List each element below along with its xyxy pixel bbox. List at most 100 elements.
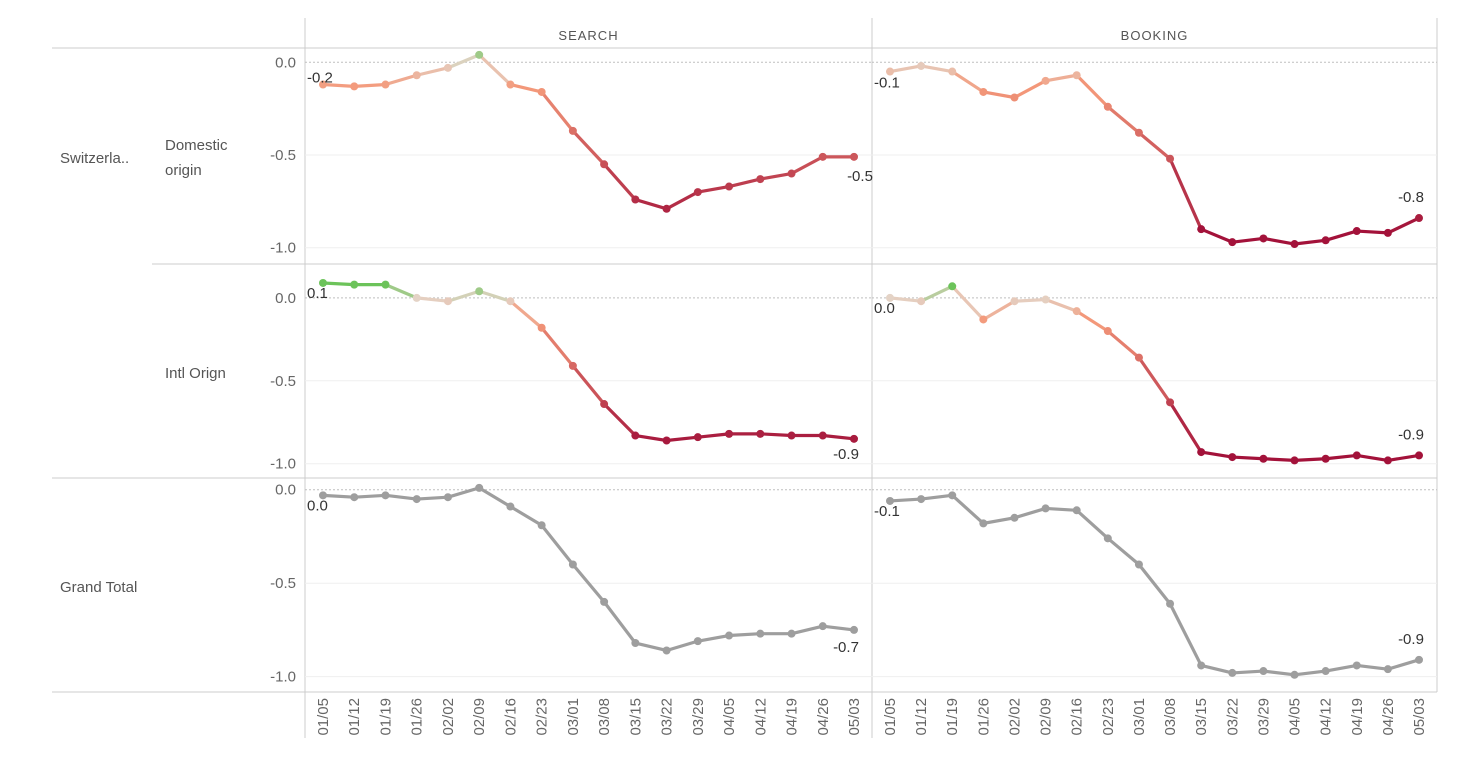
series-line-segment xyxy=(508,299,544,330)
data-point xyxy=(1197,225,1206,234)
series-line-segment xyxy=(789,624,825,636)
series-line-segment xyxy=(571,562,606,604)
x-tick-label: 04/12 xyxy=(752,698,769,736)
series-line-segment xyxy=(602,402,637,438)
data-point xyxy=(1072,307,1081,316)
data-point xyxy=(1415,451,1423,460)
series-line-segment xyxy=(727,177,762,189)
series-line-segment xyxy=(981,299,1017,322)
series-line-segment xyxy=(1261,669,1297,677)
data-point xyxy=(1010,93,1019,102)
series-line-segment xyxy=(1292,457,1328,462)
data-point xyxy=(948,491,957,500)
series-line-segment xyxy=(508,82,544,94)
y-tick-label: -1.0 xyxy=(270,669,296,686)
data-point xyxy=(506,80,515,89)
row-label-inner-dom: Domestic xyxy=(165,137,228,154)
series-line-segment xyxy=(821,433,856,441)
data-point xyxy=(600,400,609,409)
series-line-segment xyxy=(1386,453,1421,462)
series-line-segment xyxy=(1075,309,1110,333)
data-point xyxy=(662,204,671,213)
data-point xyxy=(886,293,894,302)
series-line-segment xyxy=(664,435,700,443)
data-point xyxy=(1010,297,1019,306)
y-tick-label: -0.5 xyxy=(270,373,296,390)
start-value-label: 0.0 xyxy=(307,497,328,514)
data-point xyxy=(917,61,926,70)
x-tick-label: 02/09 xyxy=(471,698,488,736)
x-tick-label: 03/01 xyxy=(1131,698,1148,736)
data-point xyxy=(1134,353,1143,362)
series-line-segment xyxy=(1043,73,1079,83)
row-label-outer-gt: Grand Total xyxy=(60,579,137,596)
data-point xyxy=(1383,228,1392,237)
series-line-segment xyxy=(415,66,450,77)
data-point xyxy=(319,80,327,89)
x-tick-label: 04/12 xyxy=(1318,698,1335,736)
series-line-segment xyxy=(789,155,825,176)
data-point xyxy=(1197,448,1206,457)
x-tick-label: 01/12 xyxy=(346,698,363,736)
x-tick-label: 02/02 xyxy=(440,698,457,736)
data-point xyxy=(1103,534,1112,543)
data-point xyxy=(1166,154,1175,163)
data-point xyxy=(381,280,390,289)
x-tick-label: 01/19 xyxy=(377,698,394,736)
data-point xyxy=(475,483,484,492)
series-line-segment xyxy=(981,516,1017,525)
data-point xyxy=(886,496,894,505)
series-line-segment xyxy=(1324,453,1359,461)
series-line-segment xyxy=(1137,355,1172,404)
data-point xyxy=(1228,668,1237,677)
column-header-booking: BOOKING xyxy=(1121,28,1189,43)
series-line-segment xyxy=(633,433,669,443)
series-line-segment xyxy=(919,493,954,501)
series-line-segment xyxy=(540,326,575,368)
data-point xyxy=(948,67,957,76)
series-line-segment xyxy=(1386,658,1421,671)
series-line-segment xyxy=(1106,536,1141,567)
series-line-segment xyxy=(950,493,985,525)
series-line-segment xyxy=(1261,236,1297,246)
data-point xyxy=(443,297,452,306)
series-line-segment xyxy=(540,523,575,567)
data-point xyxy=(886,67,894,76)
x-tick-label: 01/26 xyxy=(975,698,992,736)
series-line-segment xyxy=(1199,227,1234,244)
series-line-segment xyxy=(571,364,606,406)
start-value-label: -0.1 xyxy=(874,75,900,92)
series-line-segment xyxy=(571,129,606,166)
series-line-segment xyxy=(352,82,388,88)
data-point xyxy=(568,361,577,370)
series-line-segment xyxy=(1355,453,1390,462)
data-point xyxy=(1103,327,1112,336)
data-point xyxy=(1321,236,1330,245)
series-line-segment xyxy=(1199,663,1234,675)
x-tick-label: 01/26 xyxy=(409,698,426,736)
series-line-segment xyxy=(1199,450,1234,459)
series-line-segment xyxy=(888,64,923,74)
x-tick-label: 04/05 xyxy=(721,698,738,736)
series-line-segment xyxy=(664,639,700,653)
y-tick-label: -1.0 xyxy=(270,456,296,473)
series-line-segment xyxy=(696,633,731,643)
data-point xyxy=(756,429,765,438)
series-line-segment xyxy=(1230,236,1266,244)
y-tick-label: -0.5 xyxy=(270,575,296,592)
series-line-segment xyxy=(696,432,731,439)
data-point xyxy=(850,434,858,443)
data-point xyxy=(506,297,515,306)
data-point xyxy=(1228,453,1237,462)
data-point xyxy=(475,287,484,296)
data-point xyxy=(1259,234,1268,243)
series-line-segment xyxy=(1168,602,1203,668)
series-line-segment xyxy=(446,289,481,303)
data-point xyxy=(1383,665,1392,674)
data-point xyxy=(568,126,577,135)
data-point xyxy=(381,491,390,500)
row-label-inner-intl: Intl Orign xyxy=(165,365,226,382)
y-tick-label: -0.5 xyxy=(270,147,296,164)
row-label-inner-dom: origin xyxy=(165,162,202,179)
data-point xyxy=(1290,670,1299,679)
